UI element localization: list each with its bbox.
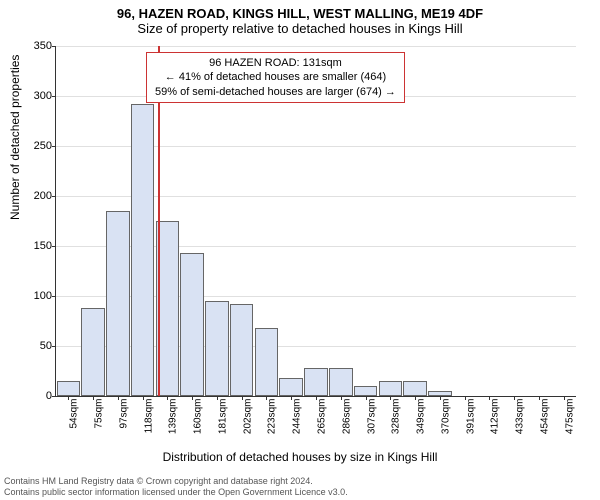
y-tick-mark <box>52 396 56 397</box>
y-tick-mark <box>52 296 56 297</box>
x-tick-label: 139sqm <box>168 399 179 435</box>
x-tick-label: 391sqm <box>465 399 476 435</box>
y-tick-mark <box>52 246 56 247</box>
x-tick-label: 307sqm <box>366 399 377 435</box>
histogram-bar <box>131 104 155 396</box>
x-tick-label: 349sqm <box>416 399 427 435</box>
x-tick-label: 160sqm <box>193 399 204 435</box>
histogram-bar <box>81 308 105 396</box>
y-tick-label: 0 <box>24 390 52 402</box>
chart-title-main: 96, HAZEN ROAD, KINGS HILL, WEST MALLING… <box>0 0 600 21</box>
footer-attribution: Contains HM Land Registry data © Crown c… <box>4 476 348 498</box>
histogram-bar <box>255 328 279 396</box>
x-tick-label: 265sqm <box>317 399 328 435</box>
x-tick-label: 118sqm <box>143 399 154 434</box>
y-tick-label: 100 <box>24 290 52 302</box>
chart-title-sub: Size of property relative to detached ho… <box>0 21 600 40</box>
histogram-bar <box>180 253 204 396</box>
histogram-bar <box>57 381 81 396</box>
x-tick-label: 370sqm <box>440 399 451 435</box>
histogram-bar <box>379 381 403 396</box>
x-tick-label: 475sqm <box>564 399 575 435</box>
histogram-bar <box>279 378 303 396</box>
y-tick-mark <box>52 46 56 47</box>
annotation-line: ← 41% of detached houses are smaller (46… <box>155 70 396 84</box>
x-tick-label: 454sqm <box>539 399 550 435</box>
gridline <box>56 46 576 47</box>
x-tick-label: 54sqm <box>69 399 80 429</box>
x-tick-label: 412sqm <box>490 399 501 435</box>
histogram-bar <box>304 368 328 396</box>
y-tick-label: 150 <box>24 240 52 252</box>
histogram-plot: 05010015020025030035054sqm75sqm97sqm118s… <box>55 46 576 397</box>
y-tick-mark <box>52 196 56 197</box>
histogram-bar <box>354 386 378 396</box>
y-tick-mark <box>52 146 56 147</box>
y-tick-label: 300 <box>24 90 52 102</box>
y-tick-mark <box>52 346 56 347</box>
annotation-box: 96 HAZEN ROAD: 131sqm← 41% of detached h… <box>146 52 405 103</box>
histogram-bar <box>205 301 229 396</box>
footer-line1: Contains HM Land Registry data © Crown c… <box>4 476 348 487</box>
histogram-bar <box>230 304 254 396</box>
y-tick-label: 350 <box>24 40 52 52</box>
y-tick-mark <box>52 96 56 97</box>
x-tick-label: 181sqm <box>217 399 228 435</box>
y-tick-label: 200 <box>24 190 52 202</box>
histogram-bar <box>403 381 427 396</box>
x-tick-label: 433sqm <box>515 399 526 435</box>
x-tick-label: 75sqm <box>94 399 105 429</box>
y-axis-label: Number of detached properties <box>8 55 22 220</box>
x-tick-label: 223sqm <box>267 399 278 435</box>
y-tick-label: 50 <box>24 340 52 352</box>
annotation-line: 59% of semi-detached houses are larger (… <box>155 85 396 99</box>
annotation-line: 96 HAZEN ROAD: 131sqm <box>155 56 396 70</box>
histogram-bar <box>106 211 130 396</box>
y-tick-label: 250 <box>24 140 52 152</box>
x-axis-label: Distribution of detached houses by size … <box>0 450 600 464</box>
x-tick-label: 202sqm <box>242 399 253 435</box>
x-tick-label: 328sqm <box>391 399 402 435</box>
x-tick-label: 286sqm <box>341 399 352 435</box>
x-tick-label: 244sqm <box>292 399 303 435</box>
footer-line2: Contains public sector information licen… <box>4 487 348 498</box>
x-tick-label: 97sqm <box>118 399 129 429</box>
histogram-bar <box>329 368 353 396</box>
